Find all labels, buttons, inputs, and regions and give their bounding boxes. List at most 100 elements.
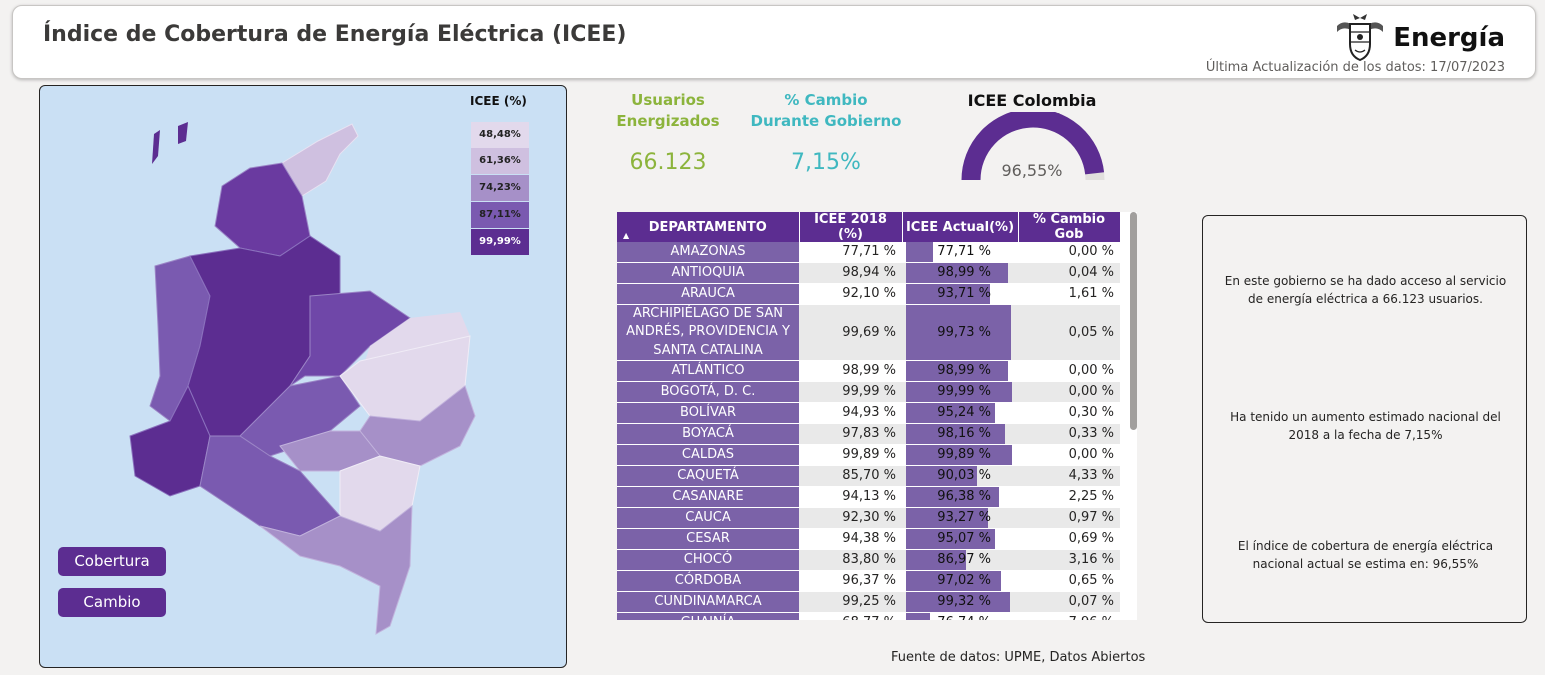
cell-icee-2018: 97,83 % [799, 423, 902, 446]
brand-name: Energía [1393, 23, 1505, 53]
col-header-icee-2018[interactable]: ICEE 2018 (%) [799, 212, 903, 242]
table-row[interactable]: CÓRDOBA 96,37 % 97,02 % 0,65 % [617, 570, 1120, 593]
icee-actual-bar [906, 571, 1002, 592]
table-row[interactable]: CUNDINAMARCA 99,25 % 99,32 % 0,07 % [617, 591, 1120, 614]
sort-asc-icon[interactable]: ▲ [623, 231, 630, 240]
cell-icee-2018: 94,38 % [799, 528, 902, 551]
table-row[interactable]: CAQUETÁ 85,70 % 90,03 % 4,33 % [617, 465, 1120, 488]
kpi-cambio-value: 7,15% [791, 150, 861, 175]
map-region-caqueta [199, 435, 341, 537]
info-text-icee: El índice de cobertura de energía eléctr… [1237, 539, 1494, 571]
icee-actual-bar [906, 382, 1012, 403]
col-header-departamento[interactable]: DEPARTAMENTO ▲ [617, 212, 800, 242]
cell-icee-2018: 99,69 % [799, 304, 902, 362]
cell-departamento: CHOCÓ [617, 549, 799, 572]
table-row[interactable]: CALDAS 99,89 % 99,89 % 0,00 % [617, 444, 1120, 467]
cell-icee-2018: 85,70 % [799, 465, 902, 488]
cell-icee-actual: 77,71 % [902, 242, 1018, 263]
table-row[interactable]: BOYACÁ 97,83 % 98,16 % 0,33 % [617, 423, 1120, 446]
map-region-amazonas [259, 504, 413, 635]
cell-departamento: CAUCA [617, 507, 799, 530]
cambio-button[interactable]: Cambio [58, 588, 166, 617]
cell-cambio: 0,07 % [1018, 591, 1120, 614]
info-text-usuarios: En este gobierno se ha dado acceso al se… [1224, 274, 1507, 306]
map-region-meta [239, 375, 361, 457]
legend-label: 99,99% [479, 236, 521, 247]
cell-icee-2018: 98,99 % [799, 360, 902, 383]
icee-actual-value: 99,89 % [937, 447, 991, 463]
cell-departamento: ARCHIPIÉLAGO DE SAN ANDRÉS, PROVIDENCIA … [617, 304, 799, 362]
cell-cambio: 0,05 % [1018, 304, 1120, 362]
icee-actual-bar [906, 361, 1009, 382]
table-row[interactable]: CHOCÓ 83,80 % 86,97 % 3,16 % [617, 549, 1120, 572]
cell-cambio: 0,33 % [1018, 423, 1120, 446]
icee-actual-value: 95,24 % [937, 405, 991, 421]
icee-actual-value: 93,27 % [937, 510, 991, 526]
legend-item-5: 99,99% [471, 229, 529, 255]
kpi-cambio: % Cambio Durante Gobierno 7,15% [748, 90, 904, 175]
departments-table[interactable]: DEPARTAMENTO ▲ ICEE 2018 (%) ICEE Actual(… [617, 212, 1137, 620]
cell-icee-2018: 94,93 % [799, 402, 902, 425]
map-region-san-andres [152, 130, 160, 164]
legend-label: 48,48% [479, 129, 521, 140]
icee-actual-bar [906, 263, 1009, 283]
cell-icee-actual: 93,27 % [902, 507, 1018, 530]
cell-icee-2018: 92,10 % [799, 283, 902, 305]
table-row[interactable]: ANTIOQUIA 98,94 % 98,99 % 0,04 % [617, 262, 1120, 284]
table-row[interactable]: ARCHIPIÉLAGO DE SAN ANDRÉS, PROVIDENCIA … [617, 304, 1120, 362]
cell-icee-2018: 83,80 % [799, 549, 902, 572]
kpi-usuarios: Usuarios Energizados 66.123 [606, 90, 730, 175]
cell-icee-2018: 77,71 % [799, 242, 902, 263]
col-header-cambio[interactable]: % Cambio Gob [1018, 212, 1121, 242]
icee-actual-value: 98,16 % [937, 426, 991, 442]
col-header-icee-actual[interactable]: ICEE Actual(%) [902, 212, 1019, 242]
icee-actual-bar [906, 550, 966, 571]
icee-actual-value: 90,03 % [937, 468, 991, 484]
cell-cambio: 0,00 % [1018, 381, 1120, 404]
table-row[interactable]: ATLÁNTICO 98,99 % 98,99 % 0,00 % [617, 360, 1120, 383]
icee-actual-bar [906, 508, 989, 529]
icee-actual-bar [906, 445, 1012, 466]
table-row[interactable]: CESAR 94,38 % 95,07 % 0,69 % [617, 528, 1120, 551]
cell-departamento: ARAUCA [617, 283, 799, 305]
cell-cambio: 1,61 % [1018, 283, 1120, 305]
cobertura-button[interactable]: Cobertura [58, 547, 166, 576]
cell-cambio: 0,30 % [1018, 402, 1120, 425]
brand: Energía [1333, 12, 1505, 64]
cell-departamento: BOGOTÁ, D. C. [617, 381, 799, 404]
icee-actual-value: 95,07 % [937, 531, 991, 547]
icee-actual-value: 99,32 % [937, 594, 991, 610]
icee-actual-value: 99,73 % [937, 324, 991, 340]
table-row[interactable]: CAUCA 92,30 % 93,27 % 0,97 % [617, 507, 1120, 530]
icee-actual-value: 96,38 % [937, 489, 991, 505]
cell-cambio: 2,25 % [1018, 486, 1120, 509]
legend-item-4: 87,11% [471, 202, 529, 228]
cell-departamento: CASANARE [617, 486, 799, 509]
colombia-map[interactable] [40, 86, 567, 668]
table-row[interactable]: CASANARE 94,13 % 96,38 % 2,25 % [617, 486, 1120, 509]
icee-actual-bar [906, 305, 1012, 361]
table-row[interactable]: GUAINÍA68,77 %76,74 %7,96 % [617, 612, 1120, 620]
gauge-fill [961, 112, 1105, 181]
table-row[interactable]: ARAUCA 92,10 % 93,71 % 1,61 % [617, 283, 1120, 305]
cell-departamento: CUNDINAMARCA [617, 591, 799, 614]
kpi-usuarios-value: 66.123 [629, 150, 707, 175]
icee-actual-value: 97,02 % [937, 573, 991, 589]
legend-label: 74,23% [479, 182, 521, 193]
table-row[interactable]: AMAZONAS 77,71 % 77,71 % 0,00 % [617, 242, 1120, 263]
icee-actual-bar [906, 242, 934, 262]
kpi-cambio-label: % Cambio Durante Gobierno [750, 91, 902, 130]
cell-icee-actual: 98,99 % [902, 262, 1018, 284]
cell-cambio: 0,97 % [1018, 507, 1120, 530]
cell-departamento: ANTIOQUIA [617, 262, 799, 284]
cell-cambio: 0,00 % [1018, 242, 1120, 263]
icee-actual-bar [906, 466, 977, 487]
cell-icee-actual: 97,02 % [902, 570, 1018, 593]
cell-icee-actual: 95,07 % [902, 528, 1018, 551]
map-region-vichada [365, 312, 470, 361]
table-row[interactable]: BOGOTÁ, D. C. 99,99 % 99,99 % 0,00 % [617, 381, 1120, 404]
table-scrollbar[interactable] [1130, 212, 1137, 430]
table-row[interactable]: BOLÍVAR 94,93 % 95,24 % 0,30 % [617, 402, 1120, 425]
cell-cambio: 0,00 % [1018, 360, 1120, 383]
coat-of-arms-icon [1337, 14, 1384, 62]
